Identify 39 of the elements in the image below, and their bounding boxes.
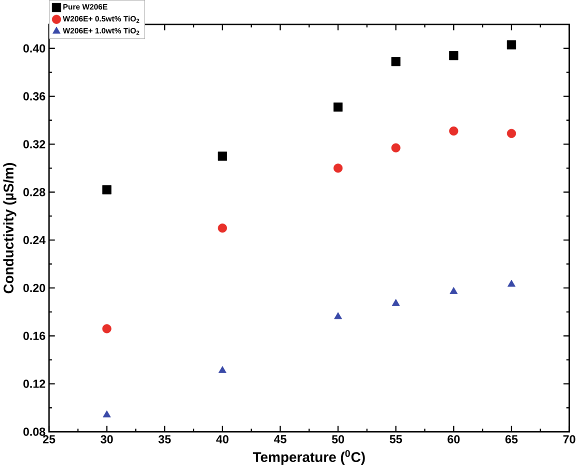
- point: [506, 40, 516, 50]
- y-tick-label: 0.32: [23, 140, 46, 148]
- x-tick-label: 35: [158, 435, 171, 444]
- point: [334, 164, 343, 173]
- y-tick-label: 0.08: [23, 428, 46, 436]
- point: [391, 143, 400, 152]
- x-tick-label: 65: [505, 435, 518, 444]
- point: [506, 128, 516, 138]
- y-tick-label: 0.40: [23, 44, 46, 52]
- point: [218, 223, 228, 233]
- y-tick-label: 0.16: [23, 332, 46, 340]
- point: [102, 324, 112, 334]
- point: [334, 312, 342, 320]
- x-tick-label: 70: [563, 435, 576, 444]
- y-tick-label: 0.28: [23, 188, 46, 196]
- x-tick-label: 30: [100, 435, 113, 444]
- x-tick-label: 45: [274, 435, 286, 444]
- x-tick-label: 25: [42, 435, 56, 444]
- point: [218, 366, 226, 373]
- y-tick-label: 0.24: [23, 236, 46, 244]
- point: [102, 410, 111, 418]
- point: [218, 152, 228, 161]
- y-tick-label: 0.20: [23, 284, 46, 292]
- point: [450, 286, 458, 294]
- y-tick-label: 0.12: [23, 380, 46, 388]
- point: [508, 280, 516, 287]
- y-tick-label: 0.36: [23, 92, 46, 100]
- point: [102, 185, 112, 194]
- x-tick-label: 60: [448, 435, 460, 444]
- x-tick-label: 50: [332, 435, 344, 444]
- point: [391, 56, 400, 66]
- point: [334, 102, 343, 112]
- x-axis-title: Temperature ($^{0}$C): [252, 450, 365, 465]
- x-tick-label: 40: [216, 435, 228, 444]
- point: [449, 126, 458, 136]
- point: [392, 298, 400, 306]
- y-axis-title: Conductivity (µS/m): [3, 163, 16, 294]
- point: [449, 51, 458, 60]
- x-tick-label: 55: [390, 435, 402, 444]
